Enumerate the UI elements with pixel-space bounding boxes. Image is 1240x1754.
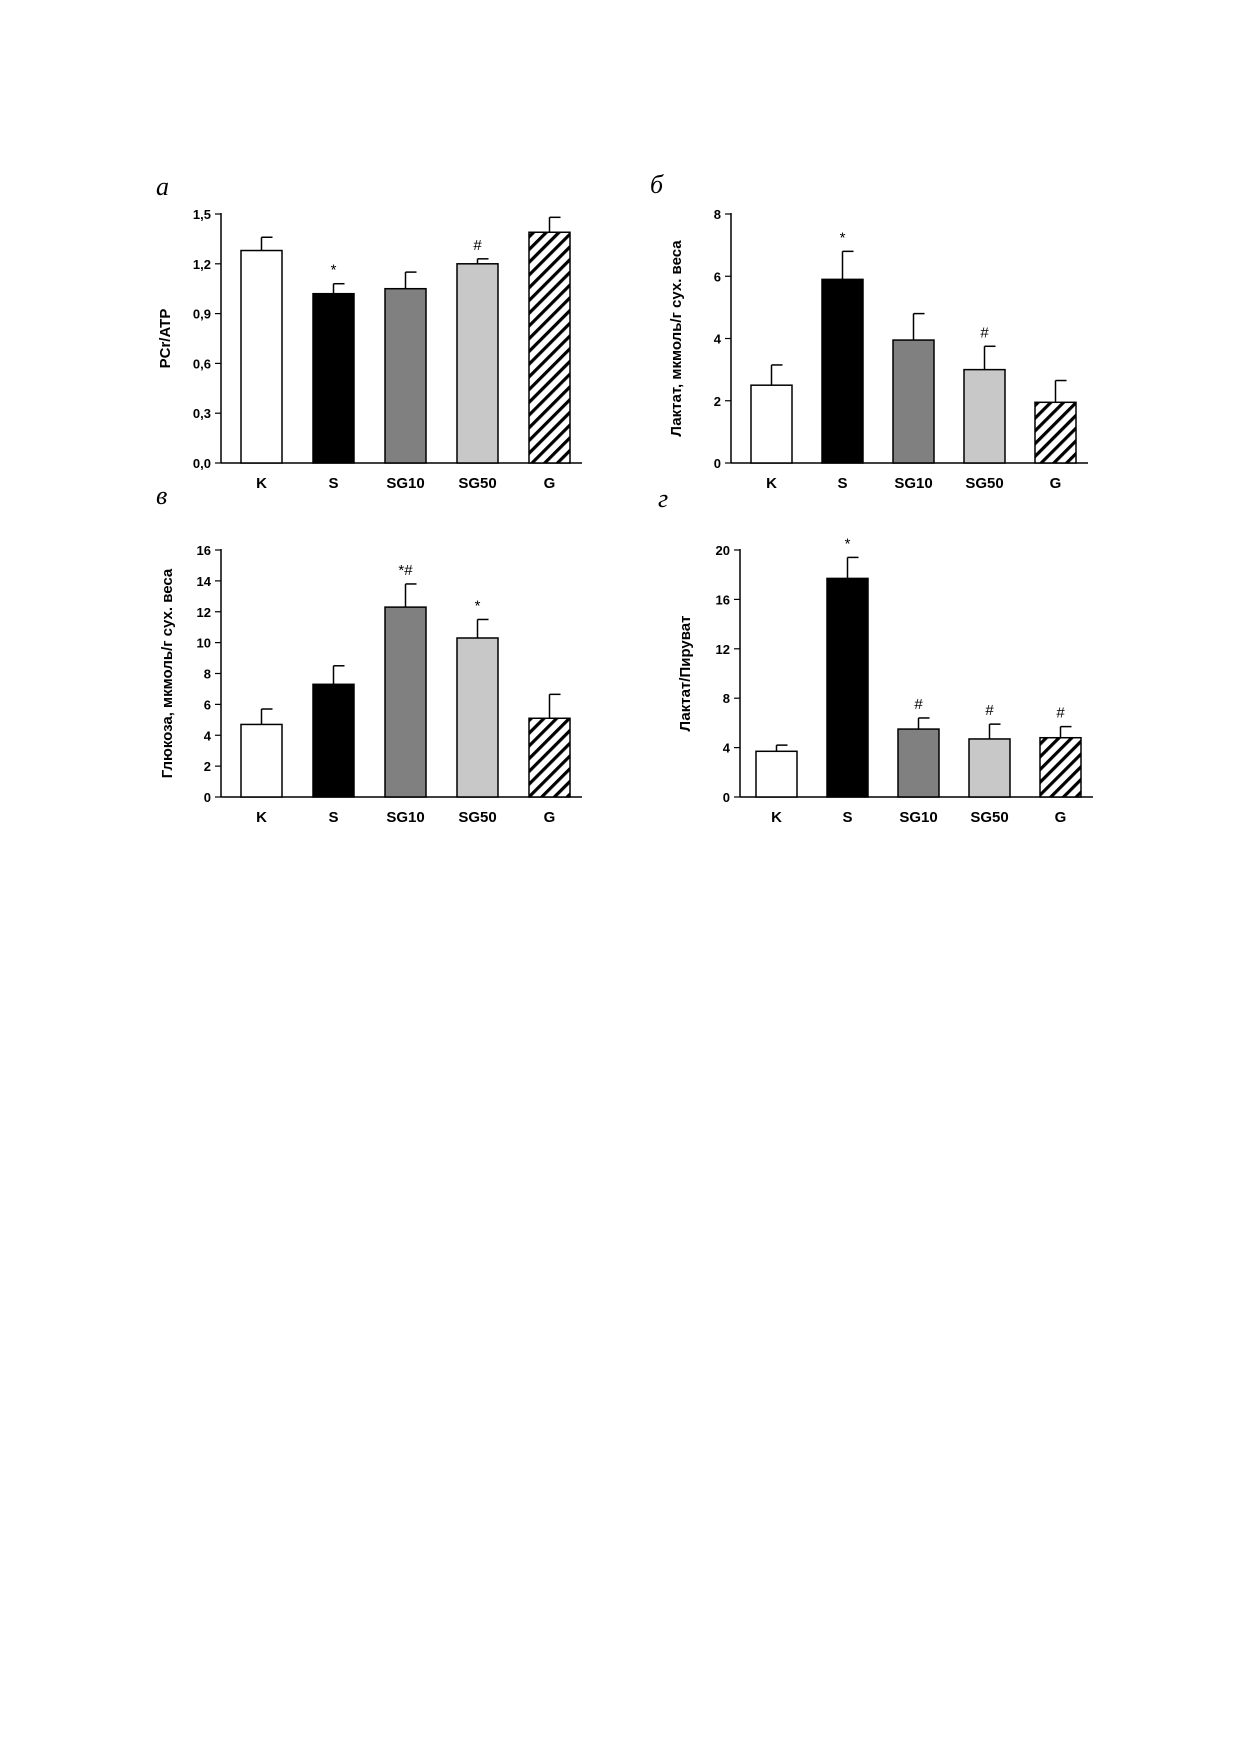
panel-b-plot: 0 2 4 6 8 Лактат, мкмоль/г сух. веса K * S SG10 # S… xyxy=(668,207,1088,492)
bar xyxy=(456,637,499,798)
panel-d-plot: 0 4 8 12 16 20 Лактат/Пируват K * S # SG10 # SG50 # G xyxy=(677,535,1093,826)
y-tick-label: 0,3 xyxy=(193,406,211,421)
y-tick-label: 0 xyxy=(714,456,721,471)
category-label: SG10 xyxy=(386,809,424,826)
bar xyxy=(456,263,499,464)
panel-a-plot: 0,0 0,3 0,6 0,9 1,2 1,5 PCr/ATP K * S SG10 # SG50 G xyxy=(157,207,582,492)
significance-label: # xyxy=(1056,705,1065,722)
category-label: K xyxy=(771,809,782,826)
significance-label: # xyxy=(985,702,994,719)
category-label: SG50 xyxy=(970,809,1008,826)
category-label: SG10 xyxy=(386,475,424,492)
y-tick-label: 0,9 xyxy=(193,307,211,322)
category-label: SG50 xyxy=(458,809,496,826)
y-tick-label: 16 xyxy=(716,592,730,607)
panel-d: г 0 4 8 12 16 20 Лактат/Пируват K * S # SG10 # SG50 # G xyxy=(658,484,1093,826)
bar xyxy=(750,384,793,464)
y-tick-label: 2 xyxy=(714,394,721,409)
significance-label: * xyxy=(845,535,851,552)
panel-b: б 0 2 4 6 8 Лактат, мкмоль/г сух. веса K * S SG10… xyxy=(650,170,1088,492)
y-tick-label: 10 xyxy=(197,636,211,651)
category-label: S xyxy=(328,475,338,492)
category-label: S xyxy=(842,809,852,826)
bar xyxy=(240,249,283,464)
category-label: SG10 xyxy=(894,475,932,492)
category-label: S xyxy=(837,475,847,492)
y-tick-label: 12 xyxy=(197,605,211,620)
y-tick-label: 0,6 xyxy=(193,356,211,371)
bar xyxy=(312,683,355,798)
y-tick-label: 8 xyxy=(204,667,211,682)
category-label: G xyxy=(544,809,556,826)
y-tick-label: 2 xyxy=(204,759,211,774)
y-tick-label: 4 xyxy=(714,332,722,347)
category-label: K xyxy=(256,809,267,826)
panel-c-letter: в xyxy=(156,481,167,510)
y-tick-label: 8 xyxy=(714,207,721,222)
bar xyxy=(1039,736,1082,798)
significance-label: # xyxy=(914,696,923,713)
y-tick-label: 1,5 xyxy=(193,207,211,222)
bar xyxy=(528,717,571,798)
y-tick-label: 8 xyxy=(723,691,730,706)
y-tick-label: 4 xyxy=(204,728,212,743)
y-tick-label: 0,0 xyxy=(193,456,211,471)
bar xyxy=(968,738,1011,798)
significance-label: *# xyxy=(398,562,413,579)
bar xyxy=(384,606,427,798)
significance-label: # xyxy=(473,237,482,254)
y-tick-label: 4 xyxy=(723,741,731,756)
bar xyxy=(826,577,869,798)
category-label: S xyxy=(328,809,338,826)
category-label: G xyxy=(1055,809,1067,826)
category-label: SG50 xyxy=(965,475,1003,492)
y-tick-label: 1,2 xyxy=(193,257,211,272)
category-label: SG50 xyxy=(458,475,496,492)
significance-label: * xyxy=(475,597,481,614)
panel-b-letter: б xyxy=(650,170,664,199)
panel-a: а 0,0 0,3 0,6 0,9 1,2 1,5 PCr/ATP K * S SG10 # SG50 G xyxy=(156,172,582,492)
category-label: SG10 xyxy=(899,809,937,826)
significance-label: * xyxy=(840,229,846,246)
y-tick-label: 0 xyxy=(204,790,211,805)
category-label: G xyxy=(544,475,556,492)
bar xyxy=(892,339,935,464)
y-axis-title: Глюкоза, мкмоль/г сух. веса xyxy=(159,568,176,778)
bar xyxy=(528,231,571,464)
bar xyxy=(384,287,427,464)
panel-c-plot: 0 2 4 6 8 10 12 14 16 Глюкоза, мкмоль/г сух. веса… xyxy=(159,543,582,826)
category-label: K xyxy=(256,475,267,492)
bar xyxy=(821,278,864,464)
y-axis-title: Лактат/Пируват xyxy=(677,616,694,732)
significance-label: * xyxy=(331,262,337,279)
y-tick-label: 12 xyxy=(716,642,730,657)
bar xyxy=(963,368,1006,464)
y-tick-label: 20 xyxy=(716,543,730,558)
bar xyxy=(755,750,798,798)
y-axis-title: Лактат, мкмоль/г сух. веса xyxy=(668,240,685,437)
bar xyxy=(240,723,283,798)
y-tick-label: 6 xyxy=(204,697,211,712)
y-tick-label: 16 xyxy=(197,543,211,558)
panel-a-letter: а xyxy=(156,172,169,201)
panel-d-letter: г xyxy=(658,484,668,513)
bar xyxy=(897,728,940,798)
bar xyxy=(312,292,355,464)
bar xyxy=(1034,401,1077,464)
panel-c: в 0 2 4 6 8 10 12 14 16 Глюкоза, мкмоль/г сух. ве… xyxy=(156,481,582,826)
y-tick-label: 14 xyxy=(197,574,212,589)
significance-label: # xyxy=(980,324,989,341)
y-tick-label: 6 xyxy=(714,269,721,284)
category-label: K xyxy=(766,475,777,492)
y-tick-label: 0 xyxy=(723,790,730,805)
category-label: G xyxy=(1050,475,1062,492)
y-axis-title: PCr/ATP xyxy=(157,309,174,369)
